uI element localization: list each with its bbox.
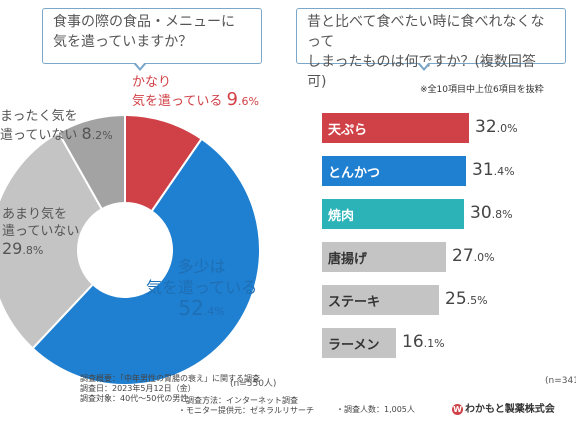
bar-ramen: ラーメン <box>322 328 396 358</box>
pie-label-mattaku-line2: 遣っていない <box>0 128 78 143</box>
pie-value-kanari-unit: % <box>248 95 259 108</box>
bar-steak: ステーキ <box>322 285 439 315</box>
left-question-line2: 気を遣っていますか？ <box>53 34 193 50</box>
bar-label-tempura: 天ぷら <box>328 123 368 138</box>
pie-value-kanari: 9 <box>226 89 238 110</box>
pie-label-kanari-line2: 気を遣っている <box>132 94 223 109</box>
pie-slice-mattaku <box>57 113 126 211</box>
pie-value-mattaku-unit: % <box>102 129 113 142</box>
pie-label-tashou-line2: 気を遣っている <box>146 278 258 297</box>
survey-provider: ・モニター提供元：ゼネラルリサーチ <box>178 406 314 415</box>
pie-value-tashou-decimal: .4 <box>203 305 215 318</box>
pie-value-amari-decimal: .8 <box>22 244 33 257</box>
bar-tonkatsu: とんかつ <box>322 156 466 186</box>
bar-label-ramen: ラーメン <box>328 338 380 353</box>
pie-label-amari: あまり気を 遣っていない 29.8% <box>2 206 79 259</box>
right-chart-note: ※全10項目中上位6項目を抜粋 <box>420 85 544 95</box>
company-name: わかもと製薬株式会 <box>465 404 555 415</box>
bar-karaage: 唐揚げ <box>322 242 446 272</box>
bar-value-karaage: 27.0% <box>452 246 495 266</box>
bar-label-tonkatsu: とんかつ <box>328 166 381 181</box>
survey-method-block: ・調査方法：インターネット調査 ・モニター提供元：ゼネラルリサーチ <box>178 396 314 416</box>
pie-value-tashou: 52 <box>178 296 204 320</box>
left-question-line1: 食事の際の食品・メニューに <box>53 14 235 30</box>
pie-value-amari: 29 <box>2 239 23 258</box>
pie-value-tashou-unit: % <box>214 305 225 318</box>
pie-label-mattaku: まったく気を 遣っていない 8.2% <box>0 108 113 144</box>
company-logo-icon: W <box>452 403 463 415</box>
pie-label-amari-line2: 遣っていない <box>2 224 80 239</box>
right-question-box: 昔と比べて食べたい時に食べれなくなって しまったものは何ですか？(複数回答可) <box>296 8 566 90</box>
bar-value-steak: 25.5% <box>445 289 488 309</box>
bar-label-karaage: 唐揚げ <box>328 252 368 267</box>
speech-bubble-notch <box>417 62 431 71</box>
bar-tempura: 天ぷら <box>322 113 469 143</box>
speech-bubble-notch <box>133 62 147 71</box>
pie-slice-tashou <box>31 137 261 386</box>
survey-method: ・調査方法：インターネット調査 <box>178 396 298 405</box>
survey-people: ・調査人数：1,005人 <box>336 405 415 414</box>
pie-label-tashou: 多少は 気を遣っている 52.4% <box>146 256 257 322</box>
pie-label-kanari-line1: かなり <box>132 75 172 90</box>
survey-target: 調査対象：40代〜50代の男性 <box>80 394 189 403</box>
survey-overview: 調査概要：「中年男性の胃腸の衰え」に関する調査 調査日：2023年5月12日（金… <box>80 374 260 404</box>
left-sample-size: (n=550人) <box>230 379 277 389</box>
pie-label-kanari: かなり 気を遣っている 9.6% <box>132 74 259 110</box>
survey-date: 調査日：2023年5月12日（金） <box>80 384 196 393</box>
bar-label-steak: ステーキ <box>328 295 381 310</box>
survey-overview-title: 調査概要：「中年男性の胃腸の衰え」に関する調査 <box>80 374 260 383</box>
company-logo: W わかもと製薬株式会 <box>452 400 555 415</box>
bar-label-yakiniku: 焼肉 <box>328 209 355 224</box>
bar-value-ramen: 16.1% <box>402 332 445 352</box>
pie-label-amari-line1: あまり気を <box>2 207 68 222</box>
pie-label-mattaku-line1: まったく気を <box>0 109 78 124</box>
bar-value-yakiniku: 30.8% <box>470 203 513 223</box>
right-sample-size: (n=341 <box>545 376 576 386</box>
bar-value-tempura: 32.0% <box>475 117 518 137</box>
left-question-box: 食事の際の食品・メニューに 気を遣っていますか？ <box>42 8 262 71</box>
pie-value-amari-unit: % <box>32 244 44 257</box>
pie-value-mattaku: 8 <box>81 124 92 143</box>
pie-value-mattaku-decimal: .2 <box>91 129 103 142</box>
pie-value-kanari-decimal: .6 <box>237 95 249 108</box>
right-question-line1: 昔と比べて食べたい時に食べれなくなって <box>307 14 545 50</box>
pie-slice-amari <box>0 131 104 350</box>
pie-label-tashou-line1: 多少は <box>177 257 226 276</box>
bar-value-tonkatsu: 31.4% <box>472 160 515 180</box>
bar-yakiniku: 焼肉 <box>322 199 464 229</box>
